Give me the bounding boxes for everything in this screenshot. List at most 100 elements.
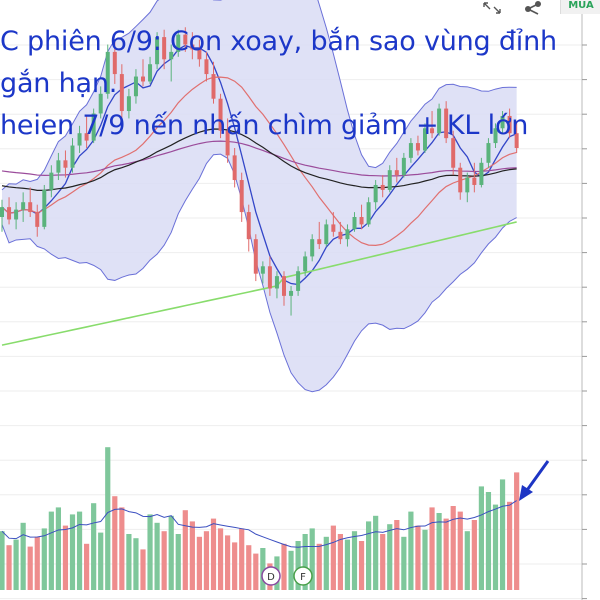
candle-body: [437, 108, 442, 134]
ma-long-purple-line: [1, 140, 517, 177]
share-icon[interactable]: [520, 0, 546, 15]
candle-body: [7, 207, 12, 220]
volume-bar: [436, 513, 442, 590]
volume-bar: [126, 534, 132, 590]
volume-ma-line: [1, 500, 517, 548]
volume-bar: [422, 529, 428, 590]
candle-body: [119, 74, 124, 112]
candle-body: [197, 49, 202, 60]
annotation-line-2: gắn hạn.: [0, 68, 118, 99]
candle-body: [401, 157, 406, 176]
volume-bar: [302, 534, 308, 590]
candle-body: [345, 229, 350, 240]
volume-bar: [196, 536, 202, 590]
volume-bar: [48, 511, 54, 590]
candle-body: [0, 207, 4, 217]
candle-body: [98, 93, 103, 114]
buy-button[interactable]: MUA: [560, 0, 600, 14]
volume-bar: [253, 553, 259, 590]
volume-bar: [168, 515, 174, 590]
candle-body: [444, 108, 449, 139]
volume-bar: [373, 515, 379, 590]
volume-bar: [471, 520, 477, 590]
volume-bar: [140, 549, 146, 590]
candle-body: [514, 133, 519, 148]
candle-body: [183, 34, 188, 45]
volume-bar: [119, 507, 125, 590]
volume-bar: [358, 541, 365, 590]
expand-icon[interactable]: [480, 0, 504, 14]
volume-bar: [133, 538, 139, 590]
candle-body: [267, 266, 272, 289]
bollinger-band-fill: [2, 0, 517, 392]
volume-bar: [154, 522, 160, 590]
candle-body: [56, 160, 61, 173]
volume-bar: [147, 514, 153, 590]
candle-body: [289, 290, 294, 296]
candle-body: [253, 239, 258, 274]
candle-body: [21, 202, 26, 210]
volume-bar: [239, 528, 245, 590]
candle-body: [465, 177, 470, 193]
bollinger-upper-line: [1, 0, 517, 191]
candle-body: [91, 113, 96, 141]
arrow-head: [519, 485, 533, 501]
candle-body: [155, 37, 160, 65]
candle-body: [430, 128, 435, 134]
candle-body: [408, 143, 413, 158]
candle-body: [472, 177, 477, 185]
volume-bar: [182, 510, 188, 590]
candle-body: [303, 256, 308, 272]
ma-long-black-line: [1, 128, 517, 191]
volume-bar: [344, 539, 351, 590]
volume-bar: [203, 531, 210, 590]
ma-short-line: [1, 44, 517, 286]
volume-bar: [112, 496, 118, 590]
volume-bar: [380, 534, 386, 590]
volume-bar: [6, 545, 12, 590]
volume-bar: [514, 472, 520, 590]
event-marker-circle: [293, 566, 313, 586]
volume-bar: [401, 536, 407, 590]
volume-bar: [507, 501, 513, 590]
candle-body: [211, 74, 216, 99]
volume-bar: [295, 541, 301, 590]
candle-body: [225, 130, 230, 156]
volume-bar: [161, 531, 167, 590]
candle-body: [28, 202, 33, 213]
volume-bar: [260, 548, 266, 590]
volume-bar: [20, 522, 26, 590]
volume-bar: [13, 539, 19, 590]
event-marker-circle: [261, 566, 281, 586]
candle-body: [274, 276, 279, 289]
candle-body: [338, 231, 343, 240]
candle-body: [232, 155, 237, 181]
candle-body: [63, 160, 68, 168]
volume-bar: [232, 542, 238, 590]
volume-bar: [309, 528, 315, 590]
volume-bar: [415, 525, 421, 590]
volume-bar: [98, 532, 104, 590]
candle-body: [14, 209, 19, 220]
candle-body: [176, 34, 181, 52]
volume-bar: [189, 521, 195, 590]
candle-body: [246, 212, 251, 240]
volume-bar: [41, 528, 47, 590]
event-marker-label: D: [267, 572, 275, 583]
candle-body: [296, 271, 301, 291]
volume-bar: [210, 518, 217, 590]
volume-bar: [0, 531, 5, 590]
candle-body: [70, 145, 75, 168]
volume-bar: [387, 524, 393, 590]
annotation-line-1: C phiên 6/9: Con xoay, bắn sao vùng đỉnh: [0, 26, 557, 57]
candle-body: [112, 51, 117, 75]
annotation-line-3: heien 7/9 nến nhấn chìm giảm + KL lớn: [0, 110, 529, 141]
candle-body: [500, 115, 505, 129]
volume-bar: [55, 507, 61, 590]
candle-body: [162, 37, 167, 60]
volume-bar: [27, 546, 33, 590]
candle-body: [324, 224, 329, 245]
candle-body: [331, 224, 336, 232]
candle-body: [239, 180, 244, 213]
